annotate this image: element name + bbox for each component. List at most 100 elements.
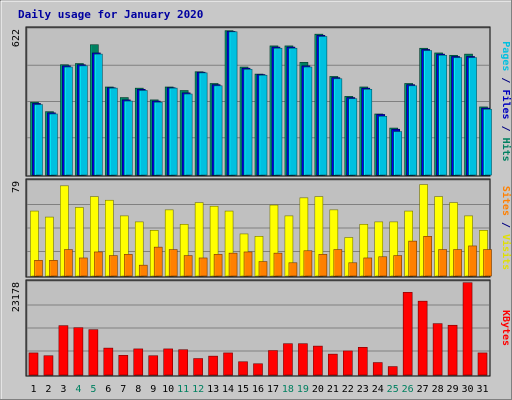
bar-sites-day-22 (348, 262, 358, 277)
bar-sites-day-4 (79, 257, 88, 277)
bar-pages-day-31 (483, 108, 492, 176)
bar-pages-day-21 (333, 78, 343, 176)
x-tick-label-day-11: 11 (177, 384, 189, 395)
bar-pages-day-16 (258, 74, 268, 176)
panel-kbytes: 23178 KBytes (11, 279, 511, 377)
bar-sites-day-5 (94, 251, 103, 277)
axis-legend-label: Pages / Files / Hits (500, 41, 512, 161)
bar-pages-day-20 (318, 36, 328, 176)
x-tick-label-day-14: 14 (222, 384, 234, 395)
x-tick-label-day-15: 15 (237, 384, 249, 395)
x-tick-label-day-25: 25 (387, 384, 399, 395)
x-tick-label-day-9: 9 (150, 384, 156, 395)
bar-kbytes-day-31 (477, 352, 488, 376)
bar-kbytes-day-3 (58, 325, 69, 376)
bar-kbytes-day-7 (118, 355, 129, 376)
bar-pages-day-22 (348, 98, 358, 176)
bar-sites-day-16 (258, 261, 268, 277)
bar-kbytes-day-6 (103, 347, 114, 376)
bar-kbytes-day-25 (387, 366, 398, 376)
y-max-label: 23178 (11, 282, 22, 312)
bar-pages-day-8 (138, 90, 148, 176)
x-tick-label-day-31: 31 (476, 384, 488, 395)
bar-sites-day-3 (64, 249, 73, 277)
x-tick-label-day-2: 2 (45, 384, 51, 395)
bar-kbytes-day-11 (178, 349, 188, 376)
bar-sites-day-26 (408, 240, 417, 277)
bar-sites-day-23 (363, 257, 373, 277)
x-tick-label-day-24: 24 (372, 384, 384, 395)
axis-legend-part: Hits (500, 138, 512, 162)
bar-pages-day-29 (453, 57, 462, 176)
bar-kbytes-day-12 (193, 358, 203, 376)
bar-pages-day-17 (273, 47, 283, 176)
bar-kbytes-day-9 (148, 355, 159, 376)
bar-kbytes-day-5 (88, 329, 99, 376)
axis-legend-part: / (500, 216, 511, 234)
bar-kbytes-day-18 (283, 343, 293, 376)
chart-title: Daily usage for January 2020 (18, 8, 203, 21)
bar-kbytes-day-1 (28, 352, 39, 376)
bar-pages-day-7 (123, 100, 133, 176)
bar-pages-day-26 (408, 85, 417, 176)
bar-pages-day-25 (393, 131, 403, 176)
bar-kbytes-day-13 (208, 355, 218, 376)
x-tick-label-day-18: 18 (282, 384, 294, 395)
axis-legend-part: KBytes (500, 310, 511, 346)
bar-pages-day-14 (228, 31, 238, 176)
x-tick-label-day-19: 19 (297, 384, 309, 395)
axis-legend-part: / (500, 120, 511, 138)
x-axis-day-labels: 1 2 3 4 5 6 7 8 9 10 11 12 13 14 15 16 17 18 19 20 21 22 23 24 2… (30, 384, 488, 395)
x-tick-label-day-21: 21 (327, 384, 339, 395)
bar-pages-day-23 (363, 89, 373, 176)
bar-pages-day-13 (213, 85, 223, 176)
y-max-label: 79 (11, 181, 22, 193)
bar-pages-day-19 (303, 66, 313, 176)
bar-pages-day-9 (153, 101, 163, 176)
bar-sites-day-13 (213, 254, 223, 277)
x-tick-label-day-29: 29 (447, 384, 459, 395)
axis-legend-part: Visits (500, 234, 512, 270)
bar-kbytes-day-4 (73, 327, 84, 376)
bar-sites-day-1 (34, 260, 43, 277)
x-tick-label-day-10: 10 (162, 384, 174, 395)
bar-pages-day-10 (168, 87, 178, 176)
bar-sites-day-30 (468, 245, 477, 277)
x-tick-label-day-1: 1 (30, 384, 36, 395)
bar-pages-day-4 (79, 65, 88, 176)
bar-sites-day-17 (273, 252, 283, 277)
panel-visits-sites: 79 Sites / Visits (11, 178, 512, 278)
bar-pages-day-12 (198, 72, 208, 176)
axis-legend-part: Files (500, 89, 512, 119)
bar-pages-day-1 (34, 104, 43, 176)
x-tick-label-day-20: 20 (312, 384, 324, 395)
bar-kbytes-day-26 (402, 292, 413, 376)
bar-sites-day-12 (198, 257, 208, 277)
bar-sites-day-11 (183, 255, 193, 277)
axis-legend-part: Pages (500, 41, 511, 71)
x-tick-label-day-26: 26 (402, 384, 414, 395)
y-max-label: 622 (11, 29, 22, 47)
bar-sites-day-18 (288, 262, 298, 277)
axis-legend-label: KBytes (500, 310, 511, 346)
bar-pages-day-5 (94, 53, 103, 176)
bar-sites-day-7 (123, 254, 133, 277)
x-tick-label-day-5: 5 (90, 384, 96, 395)
bar-pages-day-24 (378, 116, 388, 176)
bar-pages-day-11 (183, 93, 193, 176)
x-tick-label-day-12: 12 (192, 384, 204, 395)
x-tick-label-day-6: 6 (105, 384, 111, 395)
x-tick-label-day-22: 22 (342, 384, 354, 395)
bar-sites-day-2 (49, 260, 58, 277)
bar-kbytes-day-30 (462, 282, 473, 376)
bar-pages-day-2 (49, 113, 58, 176)
bar-sites-day-15 (243, 251, 253, 277)
bar-kbytes-day-8 (133, 348, 144, 376)
bar-pages-day-27 (423, 50, 432, 176)
bar-kbytes-day-27 (417, 300, 428, 376)
bar-kbytes-day-10 (163, 348, 173, 376)
bar-kbytes-day-19 (298, 343, 308, 376)
bar-kbytes-day-29 (447, 324, 458, 376)
bar-sites-day-10 (168, 249, 178, 277)
